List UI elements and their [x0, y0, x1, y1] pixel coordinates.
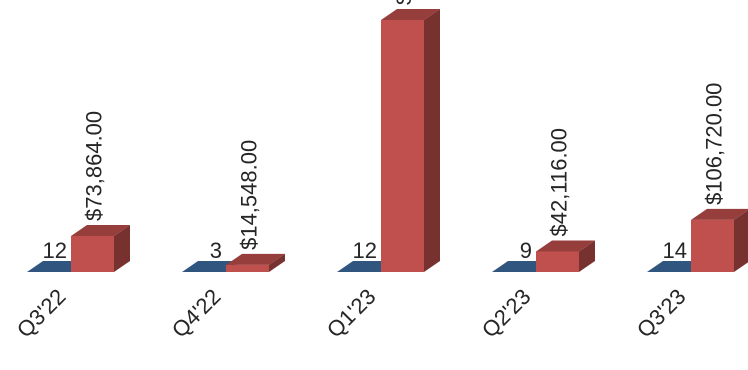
category-label-4: Q3'23 — [632, 284, 691, 343]
labels-layer: 12 $73,864.00 Q3'22 3 $14,548.00 Q4'22 12 $516,… — [12, 0, 727, 343]
bar-series-2-1 — [226, 253, 285, 272]
data-label-amount-1: $14,548.00 — [237, 140, 262, 250]
data-label-amount-2: $516,464.00 — [392, 0, 417, 5]
bar-series-2-3 — [536, 240, 595, 272]
bar-series-2-2 — [381, 9, 440, 272]
data-label-amount-0: $73,864.00 — [82, 111, 107, 221]
data-label-amount-3: $42,116.00 — [547, 128, 572, 236]
bar-series-2-4 — [691, 208, 748, 272]
bars-layer — [27, 9, 748, 272]
data-label-count-2: 12 — [353, 238, 377, 263]
data-label-count-3: 9 — [520, 238, 532, 263]
category-label-2: Q1'23 — [322, 284, 381, 343]
data-label-count-1: 3 — [210, 238, 222, 263]
category-label-1: Q4'22 — [167, 284, 226, 343]
category-label-0: Q3'22 — [12, 284, 71, 343]
data-label-amount-4: $106,720.00 — [702, 83, 727, 205]
data-label-count-0: 12 — [43, 238, 67, 263]
bar-series-2-0 — [71, 224, 130, 272]
category-label-3: Q2'23 — [477, 284, 536, 343]
data-label-count-4: 14 — [663, 238, 687, 263]
